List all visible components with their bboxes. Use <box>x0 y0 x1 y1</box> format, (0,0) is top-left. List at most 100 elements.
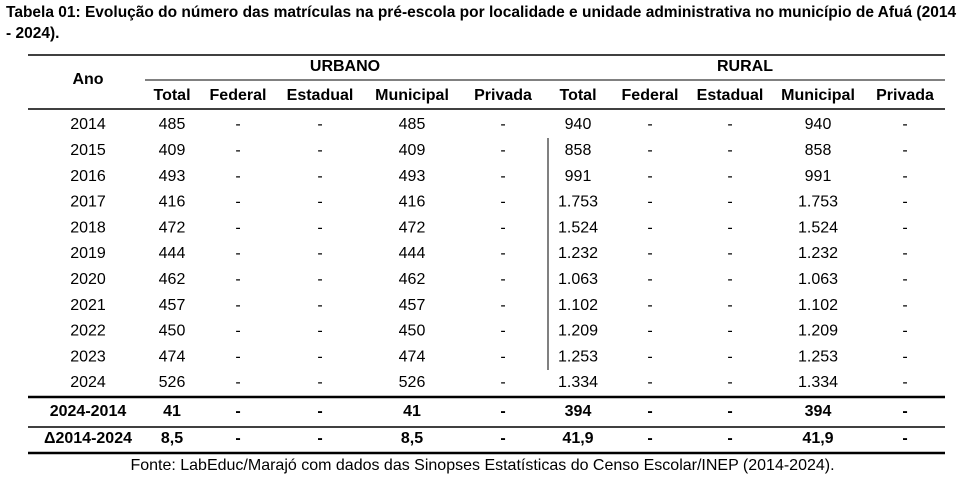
table-cell: - <box>902 142 907 159</box>
table-cell: 409 <box>159 142 186 159</box>
table-cell: - <box>647 219 652 236</box>
summary-cell: - <box>235 403 240 420</box>
table-cell: - <box>235 116 240 133</box>
header-cell: Ano <box>72 71 103 88</box>
table-cell: - <box>902 219 907 236</box>
table-cell: - <box>317 116 322 133</box>
table-cell: - <box>902 374 907 391</box>
table-cell: - <box>727 245 732 262</box>
table-cell: - <box>317 142 322 159</box>
summary-cell: 41 <box>163 403 181 420</box>
summary-cell: 8,5 <box>161 430 183 447</box>
table-cell: 472 <box>159 219 186 236</box>
table-cell: - <box>235 168 240 185</box>
table-cell: - <box>500 142 505 159</box>
table-cell: - <box>500 271 505 288</box>
table-cell: - <box>727 348 732 365</box>
table-cell: - <box>647 168 652 185</box>
summary-cell: - <box>902 430 907 447</box>
table-cell: 416 <box>399 194 426 211</box>
table-cell: - <box>235 142 240 159</box>
table-cell: - <box>235 219 240 236</box>
table-cell: 1.209 <box>558 323 598 340</box>
table-cell: - <box>235 374 240 391</box>
group-header: RURAL <box>717 58 773 75</box>
table-cell: 485 <box>159 116 186 133</box>
table-cell: - <box>647 348 652 365</box>
summary-cell: - <box>727 403 732 420</box>
column-header: Municipal <box>781 87 855 104</box>
source-note: Fonte: LabEduc/Marajó com dados das Sino… <box>130 457 835 474</box>
table-cell: - <box>317 271 322 288</box>
table-cell: 457 <box>399 297 426 314</box>
table-cell: 1.524 <box>558 219 598 236</box>
table-title: Tabela 01: Evolução do número das matríc… <box>6 4 957 42</box>
summary-cell: 8,5 <box>401 430 423 447</box>
table-cell: - <box>317 194 322 211</box>
table-cell: - <box>902 245 907 262</box>
table-cell: - <box>317 348 322 365</box>
table-cell: - <box>500 297 505 314</box>
group-header: URBANO <box>310 58 380 75</box>
table-cell: 858 <box>805 142 832 159</box>
table-cell: 474 <box>399 348 426 365</box>
table-cell: - <box>500 116 505 133</box>
table-cell: - <box>647 245 652 262</box>
column-header: Federal <box>210 87 267 104</box>
table-cell: 1.334 <box>558 374 598 391</box>
summary-cell: - <box>317 430 322 447</box>
table-cell: 1.753 <box>558 194 598 211</box>
summary-cell: 394 <box>565 403 592 420</box>
table-cell: 462 <box>399 271 426 288</box>
table-cell: - <box>647 142 652 159</box>
row-label: 2018 <box>70 219 106 236</box>
table-cell: - <box>727 142 732 159</box>
table-cell: - <box>727 271 732 288</box>
column-header: Estadual <box>697 87 764 104</box>
table-cell: - <box>727 168 732 185</box>
row-label: 2015 <box>70 142 106 159</box>
table-cell: - <box>727 194 732 211</box>
row-label: 2020 <box>70 271 106 288</box>
table-cell: - <box>317 374 322 391</box>
table-cell: - <box>317 323 322 340</box>
table-cell: - <box>647 271 652 288</box>
column-header: Federal <box>622 87 679 104</box>
table-cell: 457 <box>159 297 186 314</box>
row-label: 2023 <box>70 348 106 365</box>
row-label: 2024 <box>70 374 106 391</box>
table-cell: - <box>500 219 505 236</box>
column-header: Estadual <box>287 87 354 104</box>
table-cell: 1.253 <box>798 348 838 365</box>
table-cell: - <box>500 323 505 340</box>
table-cell: 940 <box>565 116 592 133</box>
table-cell: - <box>317 219 322 236</box>
table-cell: - <box>647 323 652 340</box>
table-cell: 450 <box>159 323 186 340</box>
table-cell: 485 <box>399 116 426 133</box>
column-header: Privada <box>876 87 934 104</box>
table-cell: - <box>647 194 652 211</box>
table-cell: 1.063 <box>558 271 598 288</box>
column-header: Municipal <box>375 87 449 104</box>
table-cell: - <box>500 245 505 262</box>
table-cell: 1.253 <box>558 348 598 365</box>
table-cell: - <box>727 374 732 391</box>
summary-label: 2024-2014 <box>50 403 127 420</box>
table-cell: 1.102 <box>558 297 598 314</box>
table-cell: 450 <box>399 323 426 340</box>
table-cell: - <box>235 297 240 314</box>
table-cell: 1.232 <box>798 245 838 262</box>
table-cell: - <box>902 194 907 211</box>
table-cell: - <box>727 297 732 314</box>
table-cell: 1.524 <box>798 219 838 236</box>
summary-cell: - <box>902 403 907 420</box>
table-cell: - <box>647 374 652 391</box>
table-cell: - <box>235 323 240 340</box>
table-cell: 1.232 <box>558 245 598 262</box>
summary-cell: - <box>647 403 652 420</box>
table-cell: 472 <box>399 219 426 236</box>
summary-cell: 394 <box>805 403 832 420</box>
table-cell: - <box>902 348 907 365</box>
